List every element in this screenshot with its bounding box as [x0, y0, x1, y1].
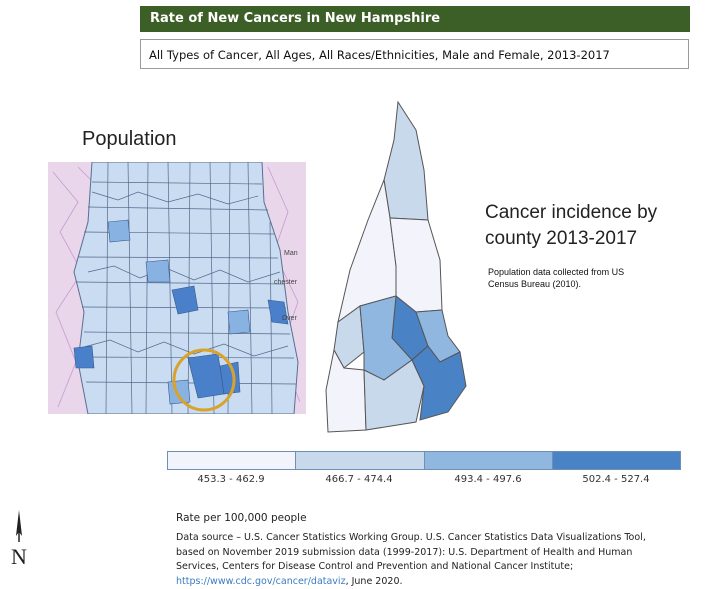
- subtitle-box: [140, 39, 689, 69]
- north-arrow-letter: N: [11, 544, 27, 568]
- legend-label-3: 493.4 - 497.6: [454, 474, 522, 485]
- legend-swatch-3: [424, 452, 553, 469]
- rate-label: Rate per 100,000 people: [176, 512, 307, 524]
- legend-swatch-4: [552, 452, 680, 469]
- place-label: Man: [284, 250, 298, 257]
- place-label: Dver: [282, 315, 297, 322]
- county-sullivan: [333, 305, 365, 369]
- page-title: Rate of New Cancers in New Hampshire: [150, 11, 441, 26]
- page-subtitle: All Types of Cancer, All Ages, All Races…: [149, 48, 610, 62]
- north-arrow-icon: N: [11, 510, 27, 568]
- legend-swatch-1: [168, 452, 297, 469]
- data-source-date: , June 2020.: [345, 575, 403, 587]
- place-label: chester: [274, 279, 298, 286]
- legend-label-4: 502.4 - 527.4: [582, 474, 650, 485]
- incidence-heading: Cancer incidence by county 2013-2017: [485, 200, 685, 252]
- population-map: Man chester Dver: [48, 162, 306, 414]
- title-bar: [140, 6, 690, 32]
- map-legend: [167, 451, 681, 470]
- county-rockingham: [411, 345, 467, 421]
- legend-swatch-2: [296, 452, 425, 469]
- census-note: Population data collected from US Census…: [488, 267, 625, 289]
- data-source: Data source – U.S. Cancer Statistics Wor…: [176, 531, 676, 589]
- incidence-heading-line2: county 2013-2017: [485, 228, 638, 249]
- legend-label-2: 466.7 - 474.4: [325, 474, 393, 485]
- population-heading: Population: [82, 128, 177, 150]
- data-source-text: Data source – U.S. Cancer Statistics Wor…: [176, 532, 646, 572]
- highlight-circle: [172, 348, 236, 412]
- incidence-heading-line1: Cancer incidence by: [485, 202, 658, 223]
- county-coos: [383, 100, 429, 221]
- source-link[interactable]: https://www.cdc.gov/cancer/dataviz: [176, 575, 346, 587]
- nh-county-map: [325, 100, 467, 433]
- legend-label-1: 453.3 - 462.9: [197, 474, 265, 485]
